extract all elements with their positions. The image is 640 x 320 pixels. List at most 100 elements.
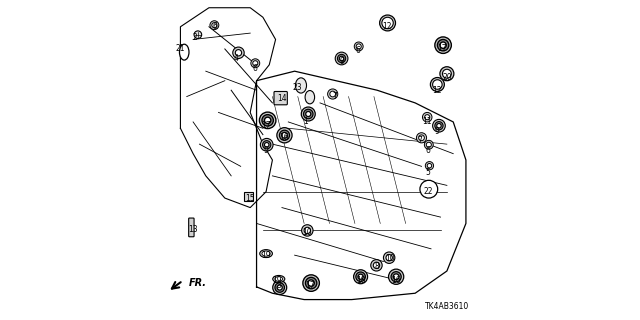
Text: 22: 22 — [423, 187, 433, 196]
Circle shape — [330, 91, 335, 97]
Circle shape — [335, 52, 348, 65]
Circle shape — [260, 139, 273, 151]
Text: 9: 9 — [435, 127, 440, 136]
Circle shape — [382, 17, 393, 29]
Circle shape — [251, 59, 260, 68]
Ellipse shape — [179, 44, 189, 60]
Circle shape — [301, 107, 316, 121]
Text: 17: 17 — [261, 121, 271, 130]
Circle shape — [262, 115, 273, 126]
Circle shape — [420, 180, 438, 198]
Text: TK4AB3610: TK4AB3610 — [425, 302, 469, 311]
Circle shape — [419, 135, 424, 141]
Text: 14: 14 — [277, 94, 287, 103]
Text: 12: 12 — [382, 22, 392, 31]
Circle shape — [337, 54, 346, 63]
Circle shape — [393, 274, 399, 280]
Circle shape — [308, 280, 314, 286]
Circle shape — [236, 50, 242, 56]
Circle shape — [422, 112, 432, 122]
Circle shape — [262, 141, 271, 149]
Text: 19: 19 — [261, 251, 271, 260]
Circle shape — [277, 128, 292, 143]
Circle shape — [435, 122, 443, 130]
Circle shape — [354, 270, 367, 284]
Text: 17: 17 — [437, 44, 447, 53]
Circle shape — [436, 124, 441, 128]
Circle shape — [383, 252, 395, 263]
Text: 10: 10 — [303, 228, 312, 237]
Text: 6: 6 — [213, 22, 218, 31]
Circle shape — [425, 115, 429, 120]
Circle shape — [282, 132, 287, 138]
Text: 6: 6 — [356, 46, 360, 55]
Circle shape — [275, 283, 284, 292]
Circle shape — [280, 130, 289, 140]
Circle shape — [373, 262, 380, 268]
Circle shape — [264, 117, 271, 124]
Text: 17: 17 — [306, 281, 316, 290]
Ellipse shape — [296, 78, 307, 93]
Circle shape — [356, 44, 361, 49]
Circle shape — [253, 61, 258, 66]
Text: 13: 13 — [188, 225, 198, 234]
Circle shape — [259, 112, 276, 129]
Text: 4: 4 — [234, 54, 238, 63]
Circle shape — [277, 285, 282, 290]
Circle shape — [430, 77, 444, 92]
Circle shape — [437, 39, 449, 51]
Text: 7: 7 — [332, 92, 337, 101]
Text: 6: 6 — [253, 63, 257, 73]
Ellipse shape — [260, 250, 273, 258]
Circle shape — [328, 89, 338, 99]
Text: 23: 23 — [293, 83, 303, 92]
Text: 5: 5 — [426, 168, 430, 177]
FancyBboxPatch shape — [274, 92, 287, 105]
Circle shape — [435, 37, 451, 53]
Text: 9: 9 — [264, 146, 269, 155]
Text: 9: 9 — [340, 57, 345, 66]
Circle shape — [303, 275, 319, 291]
Circle shape — [433, 119, 445, 132]
Circle shape — [380, 15, 396, 31]
Circle shape — [371, 260, 382, 271]
Circle shape — [355, 42, 363, 51]
Circle shape — [194, 31, 202, 38]
Circle shape — [391, 272, 401, 282]
Text: 19: 19 — [273, 276, 282, 285]
Ellipse shape — [275, 277, 283, 281]
Text: 16: 16 — [278, 133, 289, 142]
Circle shape — [386, 254, 392, 261]
Circle shape — [417, 133, 427, 143]
Text: 20: 20 — [442, 73, 452, 82]
FancyBboxPatch shape — [189, 218, 194, 237]
Text: 1: 1 — [303, 117, 308, 126]
Circle shape — [212, 23, 217, 28]
Text: 10: 10 — [385, 254, 395, 263]
Text: 16: 16 — [391, 276, 401, 285]
Circle shape — [388, 269, 404, 284]
Circle shape — [426, 162, 433, 170]
Circle shape — [358, 274, 363, 279]
Circle shape — [233, 47, 244, 59]
Circle shape — [303, 109, 313, 119]
Text: 2: 2 — [193, 33, 197, 42]
Text: 15: 15 — [245, 194, 255, 203]
Circle shape — [273, 281, 287, 294]
Text: 11: 11 — [422, 117, 432, 126]
Text: 3: 3 — [276, 281, 281, 290]
Ellipse shape — [273, 276, 285, 283]
Text: 18: 18 — [356, 276, 366, 285]
Text: 21: 21 — [175, 44, 185, 53]
Circle shape — [210, 21, 219, 30]
Circle shape — [424, 140, 433, 149]
Text: 7: 7 — [417, 136, 422, 146]
Ellipse shape — [305, 91, 315, 104]
Circle shape — [305, 277, 317, 289]
Text: 8: 8 — [375, 262, 380, 271]
Circle shape — [304, 227, 310, 234]
Circle shape — [339, 56, 344, 61]
Circle shape — [440, 42, 446, 48]
Circle shape — [442, 69, 451, 78]
Circle shape — [426, 142, 431, 147]
